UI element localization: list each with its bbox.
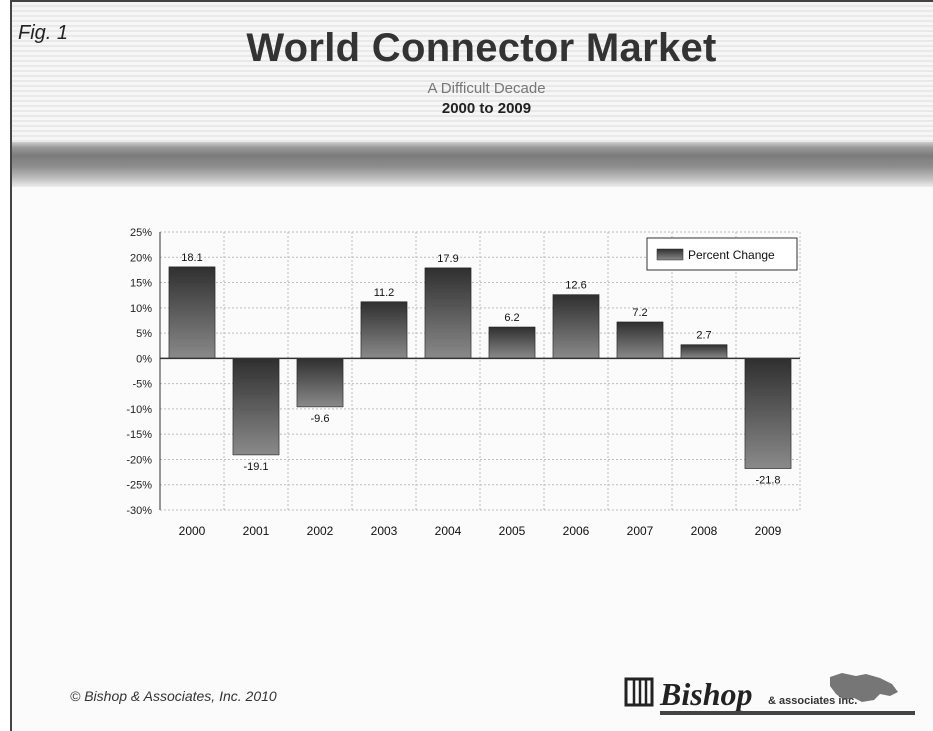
bar-2001	[232, 358, 280, 456]
x-tick-label: 2005	[499, 524, 526, 538]
y-tick-label: 5%	[136, 328, 152, 340]
bar-2000	[168, 266, 216, 359]
data-label: 17.9	[437, 253, 458, 265]
x-tick-label: 2004	[435, 524, 462, 538]
x-tick-label: 2003	[371, 524, 398, 538]
chart-title: World Connector Market	[246, 26, 717, 70]
figure-label: Fig. 1	[18, 22, 69, 44]
world-map-icon	[830, 673, 898, 702]
y-tick-label: 20%	[130, 252, 152, 264]
bar-2009	[744, 358, 792, 469]
x-tick-label: 2002	[307, 524, 334, 538]
bar-2003	[360, 301, 408, 359]
bar-2008	[680, 344, 728, 359]
chart-period: 2000 to 2009	[441, 100, 532, 117]
x-tick-label: 2006	[563, 524, 590, 538]
bar-2004	[424, 267, 472, 359]
legend-label: Percent Change	[688, 248, 775, 262]
y-tick-label: -15%	[126, 429, 152, 441]
data-label: 11.2	[374, 287, 395, 299]
data-label: -9.6	[311, 413, 330, 425]
logo-suffix: & associates inc.	[768, 695, 857, 707]
copyright-text: © Bishop & Associates, Inc. 2010	[70, 688, 277, 704]
chart-subtitle: A Difficult Decade	[427, 80, 546, 97]
bar-2005	[488, 326, 536, 359]
data-label: 12.6	[565, 280, 586, 292]
legend: Percent Change	[646, 237, 798, 271]
y-tick-label: -25%	[126, 480, 152, 492]
y-tick-label: -10%	[126, 404, 152, 416]
logo-book-icon	[624, 677, 654, 707]
data-label: 6.2	[504, 312, 519, 324]
y-tick-label: 0%	[136, 353, 152, 365]
axes: 25% 20% 15% 10% 5% 0% -5% -10% -15% -20% -25% -30% 2…	[126, 227, 781, 538]
bars	[160, 266, 800, 469]
y-tick-label: 10%	[130, 303, 152, 315]
data-label: 2.7	[696, 330, 711, 342]
y-tick-label: -5%	[132, 379, 152, 391]
x-tick-label: 2001	[243, 524, 270, 538]
labels: 18.1 -19.1 -9.6 11.2 17.9 6.2 12.6 7.2 2.7 -21.8	[181, 252, 780, 487]
bar-2006	[552, 294, 600, 359]
header-divider-bar	[12, 142, 933, 187]
x-tick-label: 2008	[691, 524, 718, 538]
data-label: -21.8	[755, 475, 780, 487]
data-label: -19.1	[243, 461, 268, 473]
bar-2002	[296, 358, 344, 408]
header-band	[12, 2, 933, 142]
x-tick-label: 2009	[755, 524, 782, 538]
x-tick-label: 2007	[627, 524, 654, 538]
y-tick-label: 25%	[130, 227, 152, 239]
legend-swatch	[656, 248, 684, 261]
y-tick-label: 15%	[130, 278, 152, 290]
bar-2007	[616, 321, 664, 359]
x-tick-label: 2000	[179, 524, 206, 538]
data-label: 18.1	[181, 252, 202, 264]
logo-underline	[660, 711, 915, 715]
y-tick-label: -20%	[126, 454, 152, 466]
y-tick-label: -30%	[126, 505, 152, 517]
logo-wordmark: Bishop	[659, 676, 752, 712]
bishop-logo: Bishop & associates inc.	[624, 673, 915, 715]
data-label: 7.2	[632, 307, 647, 319]
